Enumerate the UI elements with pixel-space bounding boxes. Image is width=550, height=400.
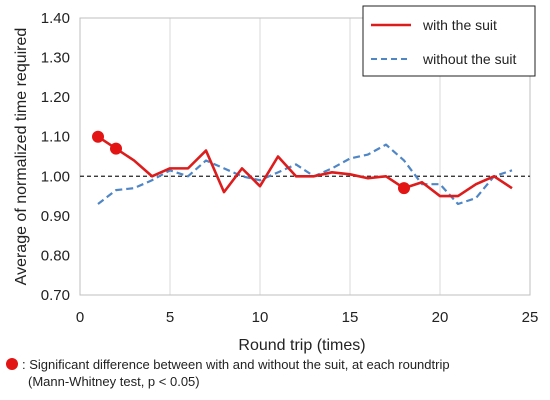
y-tick-label: 1.00 xyxy=(41,168,70,185)
y-tick-label: 1.20 xyxy=(41,89,70,106)
x-tick-label: 15 xyxy=(342,309,359,326)
significant-point xyxy=(110,142,122,155)
series-layer xyxy=(97,135,513,206)
note-line-2: (Mann-Whitney test, p < 0.05) xyxy=(28,374,200,389)
y-tick-label: 0.80 xyxy=(41,247,70,264)
y-tick-label: 1.40 xyxy=(41,10,70,27)
y-axis-title: Average of normalized time required xyxy=(13,28,30,286)
significance-note: : Significant difference between with an… xyxy=(6,356,546,390)
legend-box xyxy=(362,5,536,77)
x-tick-label: 0 xyxy=(76,309,84,326)
note-line-1: : Significant difference between with an… xyxy=(22,357,450,372)
y-tick-label: 0.90 xyxy=(41,208,70,225)
significant-points xyxy=(92,130,410,195)
y-tick-label: 0.70 xyxy=(41,287,70,304)
significant-point xyxy=(398,182,410,195)
x-tick-label: 10 xyxy=(252,309,269,326)
x-axis-ticks: 0 5 10 15 20 25 xyxy=(76,309,539,326)
y-tick-label: 1.30 xyxy=(41,50,70,67)
legend-label-with-suit: with the suit xyxy=(422,17,497,33)
series-without-suit-line xyxy=(97,143,513,206)
x-tick-label: 5 xyxy=(166,309,174,326)
x-axis-title: Round trip (times) xyxy=(238,337,365,354)
significant-point xyxy=(92,130,104,143)
y-axis-ticks: 0.70 0.80 0.90 1.00 1.10 1.20 1.30 1.40 xyxy=(41,10,70,304)
plot-area xyxy=(79,17,531,296)
significance-dot-icon xyxy=(6,358,18,370)
legend-label-without-suit: without the suit xyxy=(422,51,516,67)
x-tick-label: 25 xyxy=(522,309,539,326)
legend: with the suit without the suit xyxy=(362,5,536,77)
x-tick-label: 20 xyxy=(432,309,449,326)
y-tick-label: 1.10 xyxy=(41,129,70,146)
series-with-suit-line xyxy=(97,135,513,198)
